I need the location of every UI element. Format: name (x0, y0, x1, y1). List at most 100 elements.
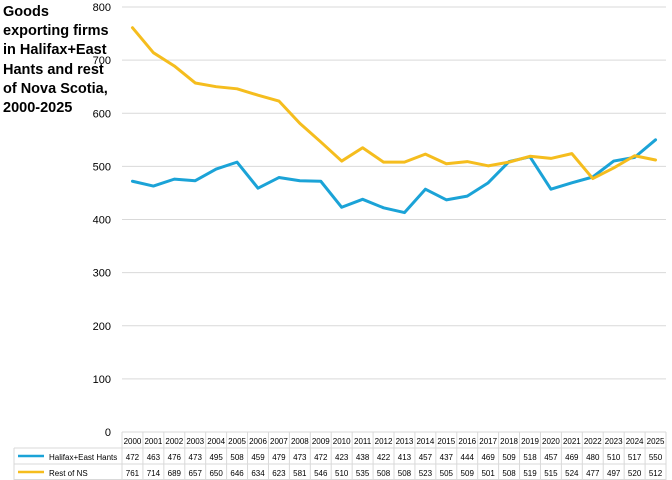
data-point (361, 146, 364, 149)
y-tick-label: 200 (93, 321, 111, 333)
x-category-label: 2000 (124, 437, 142, 446)
data-point (173, 177, 176, 181)
data-table-cell: 437 (440, 453, 454, 462)
y-tick-label: 800 (93, 2, 111, 14)
data-table-cell: 472 (314, 453, 328, 462)
data-point (633, 154, 636, 157)
data-table-cell: 623 (272, 469, 286, 478)
data-table-cell: 479 (272, 453, 286, 462)
x-category-label: 2013 (396, 437, 414, 446)
data-point (591, 177, 594, 180)
data-table-cell: 761 (126, 469, 140, 478)
data-table-cell: 509 (461, 469, 475, 478)
x-category-label: 2023 (605, 437, 623, 446)
x-category-label: 2019 (521, 437, 539, 446)
y-tick-label: 700 (93, 55, 111, 67)
data-point (256, 186, 260, 190)
data-table-cell: 520 (628, 469, 642, 478)
data-table-cell: 472 (126, 453, 140, 462)
chart-title: Goods exporting firms in Halifax+East Ha… (3, 4, 109, 117)
data-point (466, 194, 469, 198)
x-category-label: 2001 (144, 437, 162, 446)
x-category-label: 2020 (542, 437, 560, 446)
data-point (382, 160, 385, 164)
data-point (403, 160, 406, 164)
x-category-label: 2015 (437, 437, 455, 446)
data-point (152, 51, 155, 54)
data-table-cell: 508 (502, 469, 516, 478)
x-category-label: 2016 (458, 437, 476, 446)
x-category-label: 2017 (479, 437, 497, 446)
data-table-cell: 518 (523, 453, 537, 462)
x-category-label: 2011 (354, 437, 372, 446)
data-point (277, 176, 281, 179)
data-table-cell: 469 (565, 453, 579, 462)
data-table-cell: 510 (607, 453, 621, 462)
x-category-label: 2024 (626, 437, 644, 446)
data-point (194, 179, 197, 182)
data-table-cell: 476 (168, 453, 182, 462)
data-point (507, 160, 511, 164)
data-table-cell: 550 (649, 453, 663, 462)
data-table-cell: 546 (314, 469, 328, 478)
data-point (403, 211, 406, 214)
x-category-label: 2006 (249, 437, 267, 446)
data-point (340, 206, 343, 209)
x-category-label: 2004 (207, 437, 225, 446)
data-point (214, 85, 218, 88)
x-category-label: 2014 (416, 437, 434, 446)
x-category-label: 2025 (647, 437, 665, 446)
data-table-cell: 457 (544, 453, 558, 462)
data-table-cell: 509 (502, 453, 516, 462)
data-table-cell: 634 (251, 469, 265, 478)
data-point (131, 26, 134, 29)
data-table-cell: 515 (544, 469, 558, 478)
y-tick-label: 600 (93, 108, 111, 120)
data-point (131, 180, 134, 183)
data-table-cell: 501 (481, 469, 495, 478)
data-table-cell: 657 (189, 469, 203, 478)
legend-label: Rest of NS (49, 469, 88, 478)
data-point (486, 164, 490, 168)
data-table-cell: 444 (461, 453, 475, 462)
data-point (340, 159, 343, 163)
data-point (654, 138, 657, 142)
data-table-cell: 422 (377, 453, 391, 462)
data-point (277, 99, 281, 103)
data-table-cell: 508 (230, 453, 244, 462)
data-point (570, 181, 574, 185)
y-tick-label: 300 (93, 268, 111, 280)
x-category-label: 2010 (333, 437, 351, 446)
x-category-label: 2003 (186, 437, 204, 446)
x-category-label: 2021 (563, 437, 581, 446)
data-table-cell: 469 (481, 453, 495, 462)
data-table-cell: 459 (251, 453, 265, 462)
data-table-cell: 523 (419, 469, 433, 478)
x-category-label: 2008 (291, 437, 309, 446)
data-point (173, 64, 176, 68)
data-point (612, 159, 615, 163)
x-category-label: 2018 (500, 437, 518, 446)
data-table-cell: 519 (523, 469, 537, 478)
data-point (424, 188, 427, 191)
data-table-cell: 508 (377, 469, 391, 478)
data-table-cell: 423 (335, 453, 349, 462)
data-table-cell: 650 (209, 469, 223, 478)
data-table-cell: 714 (147, 469, 161, 478)
data-table-cell: 413 (398, 453, 412, 462)
data-point (654, 158, 657, 162)
data-point (256, 93, 260, 97)
data-point (194, 81, 197, 85)
data-point (235, 87, 239, 91)
data-point (445, 162, 448, 165)
x-category-label: 2002 (165, 437, 183, 446)
data-table-cell: 457 (419, 453, 433, 462)
x-category-label: 2005 (228, 437, 246, 446)
data-table-cell: 505 (440, 469, 454, 478)
y-tick-label: 500 (93, 161, 111, 173)
data-point (570, 152, 574, 155)
data-table-cell: 473 (189, 453, 203, 462)
data-point (528, 155, 532, 158)
data-table-cell: 480 (586, 453, 600, 462)
